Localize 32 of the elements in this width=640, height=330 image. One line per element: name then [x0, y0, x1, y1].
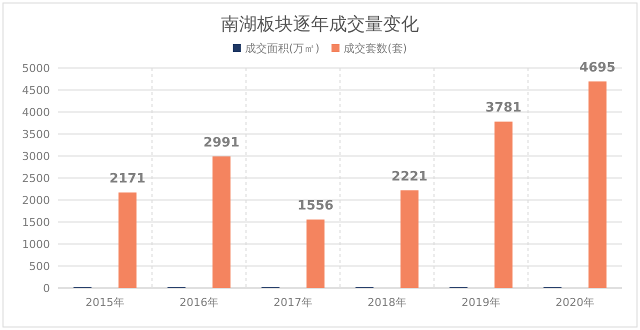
- y-tick-label: 4500: [22, 84, 50, 97]
- bar: [118, 192, 136, 288]
- y-tick-label: 2500: [22, 172, 50, 185]
- x-tick-label: 2016年: [180, 296, 218, 309]
- x-tick-label: 2019年: [462, 296, 500, 309]
- bar: [588, 81, 606, 288]
- x-tick-label: 2017年: [274, 296, 312, 309]
- data-label: 2991: [203, 135, 240, 150]
- bar: [306, 220, 324, 288]
- y-tick-label: 500: [29, 260, 50, 273]
- y-tick-label: 0: [43, 282, 50, 295]
- bar: [400, 190, 418, 288]
- y-tick-label: 4000: [22, 106, 50, 119]
- y-tick-label: 3500: [22, 128, 50, 141]
- data-label: 1556: [297, 198, 334, 214]
- y-tick-label: 3000: [22, 150, 50, 163]
- data-label: 4695: [579, 60, 616, 76]
- y-tick-label: 5000: [22, 62, 50, 75]
- legend-label: 成交套数(套): [344, 42, 408, 55]
- bar: [494, 122, 512, 288]
- data-label: 2221: [391, 169, 428, 184]
- y-tick-label: 2000: [22, 194, 50, 207]
- data-label: 2171: [109, 171, 146, 186]
- bar: [212, 156, 230, 288]
- x-tick-label: 2018年: [368, 296, 406, 309]
- data-label: 3781: [485, 100, 522, 116]
- x-tick-label: 2020年: [556, 296, 594, 309]
- y-tick-label: 1000: [22, 238, 50, 251]
- legend-label: 成交面积(万㎡): [244, 42, 320, 55]
- y-tick-label: 1500: [22, 216, 50, 229]
- chart-title: 南湖板块逐年成交量变化: [221, 14, 419, 35]
- x-tick-label: 2015年: [86, 296, 124, 309]
